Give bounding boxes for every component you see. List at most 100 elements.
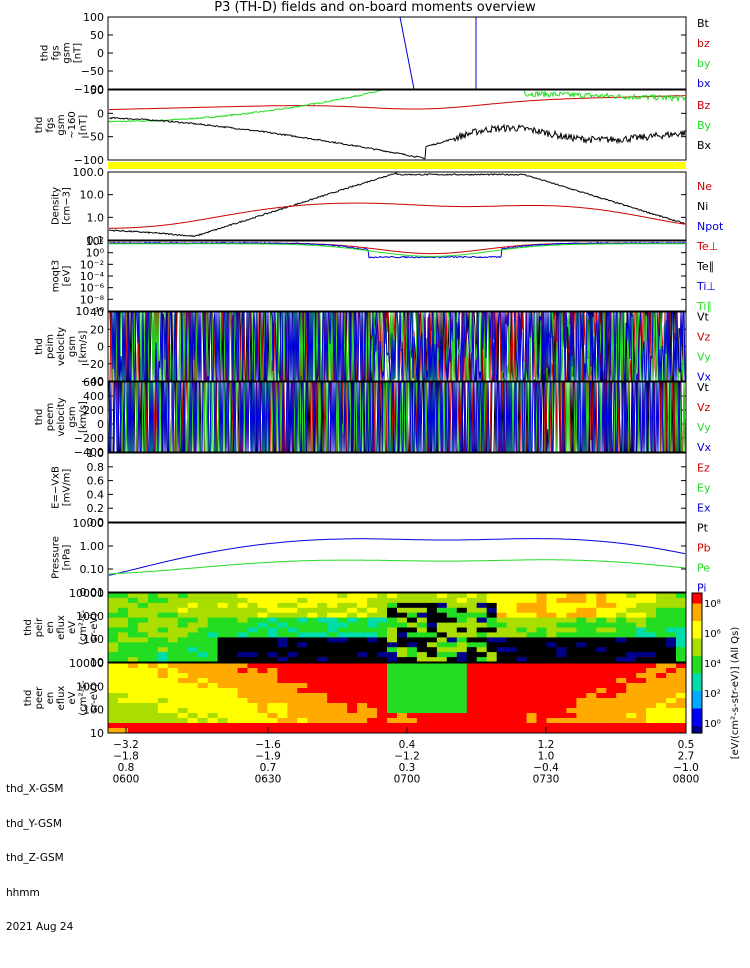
spectrogram-cell <box>466 728 478 734</box>
spectrogram-cell <box>586 678 597 684</box>
ytick-label: 1000 <box>76 680 104 693</box>
spectrogram-cell <box>446 723 458 729</box>
spectrogram-cell <box>297 708 308 714</box>
spectrogram-cell <box>177 617 189 623</box>
spectrogram-cell <box>526 713 538 719</box>
spectrogram-cell <box>446 602 458 609</box>
spectrogram-cell <box>416 703 428 709</box>
legend-entry: Te⊥ <box>696 240 718 253</box>
spectrogram-cell <box>536 723 547 729</box>
spectrogram-cell <box>496 642 508 648</box>
spectrogram-cell <box>347 663 358 669</box>
spectrogram-cell <box>207 703 219 709</box>
spectrogram-cell <box>496 673 508 679</box>
spectrogram-cell <box>606 723 617 729</box>
panel-frame <box>107 171 687 241</box>
spectrogram-cell <box>676 617 687 623</box>
colorbar-swatch <box>692 593 702 598</box>
spectrogram-cell <box>556 647 567 653</box>
spectrogram-cell <box>546 718 557 724</box>
spectrogram-cell <box>566 723 577 729</box>
spectrogram-cell <box>616 597 627 604</box>
spectrogram-cell <box>616 622 627 628</box>
spectrogram-cell <box>337 593 348 599</box>
xaxis-value: −1.8 <box>113 751 139 763</box>
spectrogram-cell <box>556 622 567 628</box>
spectrogram-cell <box>407 612 418 619</box>
spectrogram-cell <box>506 723 518 729</box>
spectrogram-cell <box>177 632 189 638</box>
spectrogram-cell <box>297 718 308 724</box>
spectrogram-cell <box>576 657 587 663</box>
spectrogram-cell <box>157 683 169 689</box>
spectrogram-cell <box>586 693 597 699</box>
spectrogram-cell <box>546 612 557 619</box>
spectrogram-cell <box>247 683 258 689</box>
spectrogram-cell <box>526 632 538 638</box>
spectrogram-cell <box>516 693 528 699</box>
spectrogram-cell <box>416 713 428 719</box>
spectrogram-cell <box>576 683 587 689</box>
spectrogram-cell <box>377 723 388 729</box>
spectrogram-cell <box>247 663 258 669</box>
spectrogram-cell <box>317 597 328 604</box>
spectrogram-cell <box>197 683 209 689</box>
spectrogram-cell <box>506 607 518 614</box>
spectrogram-cell <box>646 607 657 614</box>
colorbar-swatch <box>692 694 702 699</box>
spectrogram-cell <box>526 597 538 604</box>
spectrogram-cell <box>436 632 448 638</box>
spectrogram-cell <box>277 627 288 633</box>
spectrogram-cell <box>636 612 647 619</box>
legend-entry: Ex <box>697 502 711 515</box>
spectrogram-cell <box>466 642 478 648</box>
spectrogram-cell <box>257 663 268 669</box>
spectrogram-cell <box>646 637 657 643</box>
spectrogram-cell <box>137 698 149 704</box>
spectrogram-cell <box>118 728 129 734</box>
ytick-label: 10⁰ <box>86 247 105 260</box>
spectrogram-cell <box>227 688 239 694</box>
spectrogram-cell <box>576 723 587 729</box>
spectrogram-cell <box>636 642 647 648</box>
spectrogram-cell <box>676 678 687 684</box>
spectrogram-cell <box>287 642 298 648</box>
spectrogram-cell <box>257 723 268 729</box>
spectrogram-cell <box>576 698 587 704</box>
colorbar-swatch <box>692 603 702 608</box>
spectrogram-cell <box>147 678 159 684</box>
spectrogram-cell <box>237 642 249 648</box>
spectrogram-cell <box>416 678 428 684</box>
spectrogram-cell <box>297 728 308 734</box>
spectrogram-cell <box>416 597 428 604</box>
spectrogram-cell <box>367 602 378 609</box>
spectrogram-cell <box>456 678 468 684</box>
spectrogram-cell <box>137 597 149 604</box>
spectrogram-cell <box>207 622 219 628</box>
spectrogram-cell <box>387 708 398 714</box>
spectrogram-cell <box>506 703 518 709</box>
spectrogram-cell <box>576 617 587 623</box>
spectrogram-cell <box>357 632 368 638</box>
spectrogram-cell <box>596 657 607 663</box>
spectrogram-cell <box>347 652 358 658</box>
spectrogram-cell <box>197 678 209 684</box>
spectrogram-cell <box>297 593 308 599</box>
spectrogram-cell <box>367 632 378 638</box>
spectrogram-cell <box>267 678 278 684</box>
spectrogram-cell <box>556 597 567 604</box>
spectrogram-cell <box>147 693 159 699</box>
ylabel-line: [cm−3] <box>62 187 73 225</box>
spectrogram-cell <box>367 703 378 709</box>
spectrogram-cell <box>197 688 209 694</box>
spectrogram-cell <box>616 652 627 658</box>
ytick-label: 100.0 <box>73 166 105 179</box>
spectrogram-cell <box>337 597 348 604</box>
pi-line <box>108 538 686 576</box>
spectrogram-cell <box>217 593 229 599</box>
spectrogram-cell <box>456 632 468 638</box>
colorbar-swatch <box>692 701 702 706</box>
spectrogram-ion <box>108 593 687 663</box>
spectrogram-cell <box>247 673 258 679</box>
spectrogram-cell <box>217 617 229 623</box>
